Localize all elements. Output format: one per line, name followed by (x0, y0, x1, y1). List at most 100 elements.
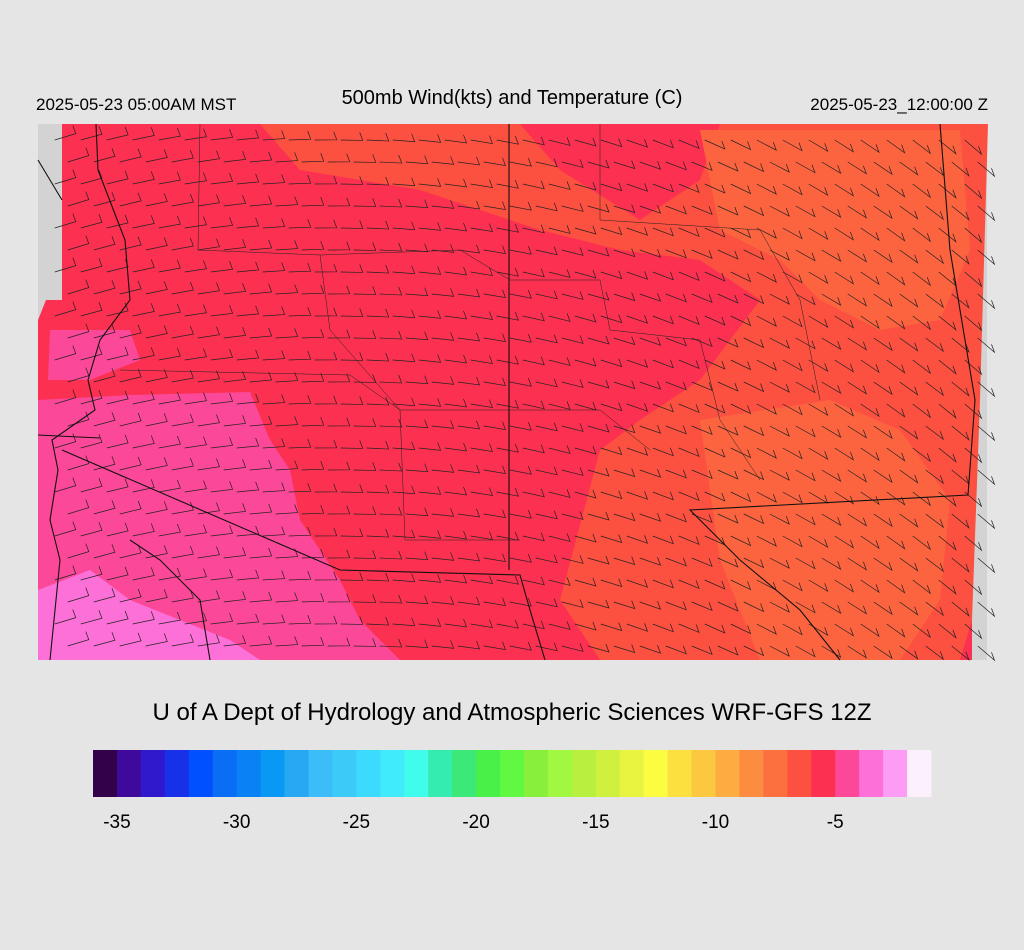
wind-barb (925, 601, 945, 617)
wind-barb (379, 638, 403, 648)
wind-barb (769, 249, 790, 261)
wind-barb (379, 286, 403, 296)
wind-barb (912, 623, 932, 639)
wind-barb (340, 308, 364, 317)
colorbar-swatch (739, 750, 764, 797)
wind-barb (418, 574, 442, 583)
wind-barb (457, 332, 481, 342)
wind-barb (314, 219, 338, 229)
wind-barb (717, 161, 739, 172)
wind-barb (379, 550, 403, 560)
wind-barb (951, 513, 970, 529)
wind-barb (249, 459, 273, 471)
wind-barb (769, 293, 790, 305)
wind-barb (509, 202, 532, 211)
wind-barb (951, 557, 970, 573)
wind-barb (522, 224, 545, 234)
wind-barb (756, 139, 777, 151)
wind-barb (54, 477, 77, 493)
wind-barb (184, 216, 207, 229)
wind-barb (171, 457, 194, 471)
wind-barb (301, 417, 325, 427)
wind-barb (132, 259, 155, 273)
wind-barb (301, 153, 325, 163)
wind-barb (899, 513, 919, 528)
wind-barb (340, 528, 364, 537)
wind-barb (496, 488, 519, 497)
wind-barb (678, 579, 700, 590)
wind-barb (691, 557, 713, 568)
wind-barb (873, 249, 893, 264)
wind-barb (288, 483, 312, 493)
wind-barb (106, 258, 129, 273)
wind-barb (171, 589, 194, 603)
wind-barb (431, 156, 455, 165)
wind-barb (262, 570, 286, 581)
wind-barb (704, 227, 726, 238)
wind-barb (821, 601, 842, 615)
wind-barb (886, 227, 906, 242)
colorbar-swatch (260, 750, 286, 797)
wind-barb (912, 183, 932, 199)
wind-barb (119, 456, 142, 471)
wind-barb (106, 126, 129, 141)
wind-barb (249, 503, 273, 515)
wind-barb (769, 425, 790, 437)
wind-barb (717, 601, 739, 612)
colorbar-swatch (883, 750, 908, 797)
wind-barb (80, 478, 103, 493)
wind-barb (418, 530, 442, 539)
wind-barb (860, 271, 880, 286)
wind-barb (496, 444, 519, 453)
wind-barb (249, 415, 273, 427)
wind-barb (795, 513, 816, 526)
wind-barb (340, 616, 364, 625)
wind-barb (158, 259, 181, 273)
wind-barb (860, 403, 880, 418)
wind-barb (574, 489, 597, 499)
wind-barb (847, 293, 868, 307)
wind-barb (795, 601, 816, 614)
wind-barb (665, 513, 687, 523)
wind-barb (431, 376, 455, 385)
wind-barb (925, 293, 945, 309)
wind-barb (67, 455, 90, 471)
colorbar-tick-label: -10 (702, 812, 729, 833)
wind-barb (496, 180, 519, 189)
colorbar-swatch (907, 750, 932, 797)
wind-barb (184, 128, 207, 141)
wind-barb (158, 435, 181, 449)
wind-barb (847, 381, 868, 395)
wind-barb (249, 283, 273, 295)
wind-barb (509, 246, 532, 255)
wind-barb (860, 139, 880, 154)
wind-barb (938, 579, 957, 595)
wind-barb (561, 555, 584, 564)
wind-barb (288, 615, 312, 625)
wind-barb (821, 161, 842, 175)
wind-barb (808, 491, 829, 505)
wind-barb (353, 638, 377, 647)
wind-barb (327, 417, 351, 427)
wind-barb (769, 205, 790, 217)
wind-barb (977, 469, 996, 486)
wind-barb (925, 425, 945, 441)
wind-barb (184, 304, 207, 317)
wind-barb (535, 378, 558, 388)
wind-barb (912, 491, 932, 507)
wind-barb (548, 577, 571, 586)
wind-barb (548, 533, 571, 542)
wind-barb (925, 381, 945, 397)
wind-barb (444, 178, 468, 188)
wind-barb (860, 623, 880, 638)
wind-barb (158, 215, 181, 229)
wind-barb (665, 601, 687, 611)
wind-barb (132, 523, 155, 537)
wind-barb (873, 293, 893, 308)
wind-barb (769, 469, 790, 481)
wind-barb (743, 205, 765, 217)
wind-barb (262, 614, 286, 625)
wind-barb (444, 618, 468, 628)
wind-barb (210, 525, 234, 537)
wind-barb (54, 213, 77, 229)
